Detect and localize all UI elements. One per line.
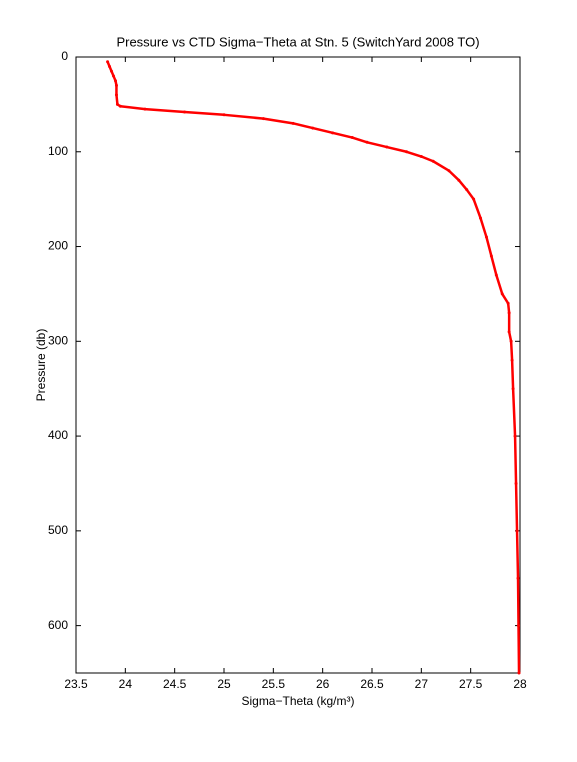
data-point xyxy=(506,301,510,305)
data-point xyxy=(291,121,295,125)
y-tick-label: 300 xyxy=(48,333,68,347)
data-point xyxy=(484,235,488,239)
data-point xyxy=(222,113,226,117)
data-point xyxy=(465,188,469,192)
data-point xyxy=(106,60,110,64)
data-point xyxy=(108,64,112,68)
data-point xyxy=(500,292,504,296)
x-tick-label: 25 xyxy=(217,677,231,691)
y-tick-label: 200 xyxy=(48,239,68,253)
data-point xyxy=(517,624,521,628)
chart-title: Pressure vs CTD Sigma−Theta at Stn. 5 (S… xyxy=(116,34,479,49)
data-point xyxy=(311,126,315,130)
plot-frame xyxy=(75,56,521,674)
y-tick-label: 600 xyxy=(48,618,68,632)
x-tick-label: 25.5 xyxy=(262,677,286,691)
data-point xyxy=(494,273,498,277)
data-point xyxy=(350,136,354,140)
data-point xyxy=(515,529,519,533)
data-point xyxy=(331,131,335,135)
data-point xyxy=(419,155,423,159)
x-tick-label: 28 xyxy=(513,677,527,691)
x-axis-label: Sigma−Theta (kg/m³) xyxy=(241,694,354,708)
data-point xyxy=(365,140,369,144)
data-point xyxy=(509,339,513,343)
data-point xyxy=(405,150,409,154)
data-point xyxy=(447,169,451,173)
x-tick-label: 23.5 xyxy=(64,677,88,691)
x-tick-label: 26 xyxy=(316,677,330,691)
data-point xyxy=(507,330,511,334)
y-tick-label: 100 xyxy=(48,144,68,158)
data-point xyxy=(510,358,514,362)
y-tick-label: 400 xyxy=(48,428,68,442)
x-tick-label: 27 xyxy=(415,677,429,691)
x-tick-label: 24.5 xyxy=(163,677,187,691)
data-point xyxy=(118,104,122,108)
data-point xyxy=(507,311,511,315)
data-point xyxy=(479,216,483,220)
data-point xyxy=(115,102,119,106)
data-point xyxy=(516,576,520,580)
data-point xyxy=(517,671,521,675)
y-axis-label: Pressure (db) xyxy=(34,329,48,402)
y-tick-label: 0 xyxy=(61,49,68,63)
data-point xyxy=(385,145,389,149)
data-point xyxy=(472,197,476,201)
y-tick-label: 500 xyxy=(48,523,68,537)
data-point xyxy=(261,117,265,121)
data-point xyxy=(431,159,435,163)
data-point xyxy=(514,481,518,485)
data-point xyxy=(113,79,117,83)
x-tick-label: 26.5 xyxy=(360,677,384,691)
x-tick-label: 27.5 xyxy=(459,677,483,691)
data-point xyxy=(110,69,114,73)
x-tick-label: 24 xyxy=(119,677,133,691)
data-point xyxy=(489,254,493,258)
data-point xyxy=(114,83,118,87)
data-point xyxy=(183,110,187,114)
data-point xyxy=(511,387,515,391)
data-point xyxy=(513,434,517,438)
data-point xyxy=(143,107,147,111)
data-point xyxy=(114,93,118,97)
data-point xyxy=(111,74,115,78)
data-point xyxy=(457,178,461,182)
